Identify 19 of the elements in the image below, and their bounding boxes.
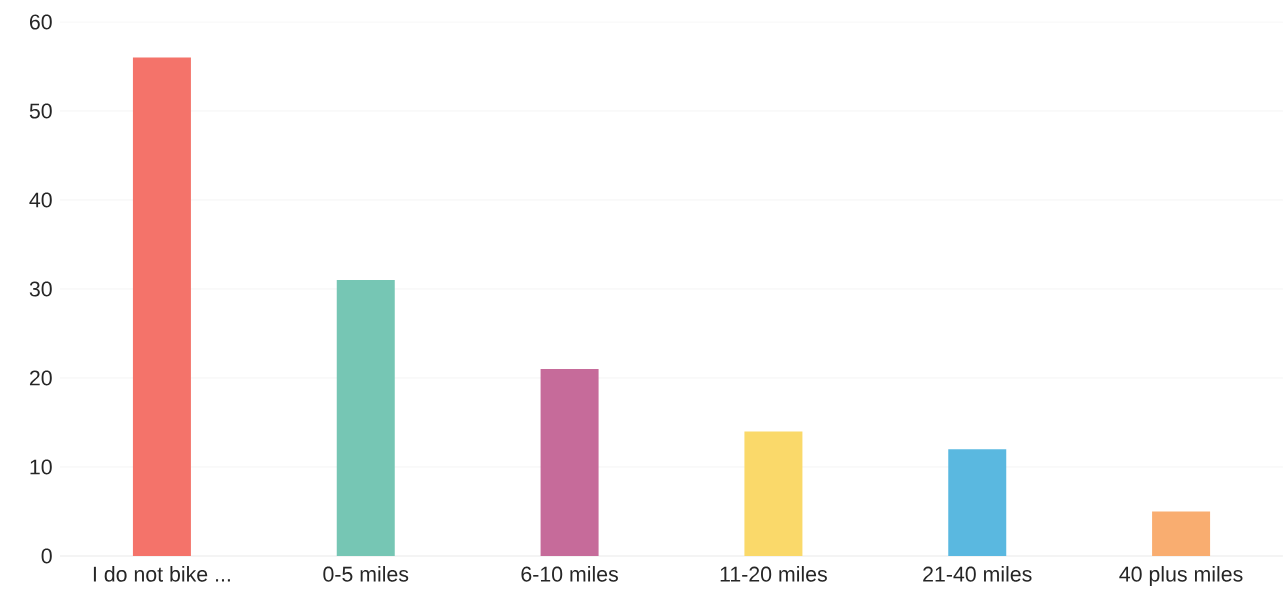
- y-tick-label: 20: [29, 370, 52, 386]
- x-tick-label: 11-20 miles: [720, 566, 827, 582]
- x-tick-label: 40 plus miles: [1119, 566, 1243, 586]
- y-tick-label: 40: [29, 192, 52, 208]
- y-tick-label: 60: [29, 14, 52, 30]
- bar: [1152, 511, 1211, 556]
- x-tick-label: 6-10 miles: [521, 566, 618, 582]
- y-tick-label: 10: [30, 459, 52, 475]
- y-tick-label: 0: [41, 548, 52, 564]
- bar: [540, 369, 599, 556]
- bar: [744, 431, 803, 556]
- y-tick-label: 50: [29, 103, 52, 119]
- x-tick-label: 21-40 miles: [923, 566, 1032, 582]
- bar: [132, 57, 191, 556]
- x-tick-label: I do not bike ...: [93, 566, 230, 582]
- y-tick-label: 30: [29, 281, 52, 297]
- x-tick-label: 0-5 miles: [323, 566, 409, 582]
- bar: [336, 280, 395, 556]
- bar: [948, 449, 1007, 556]
